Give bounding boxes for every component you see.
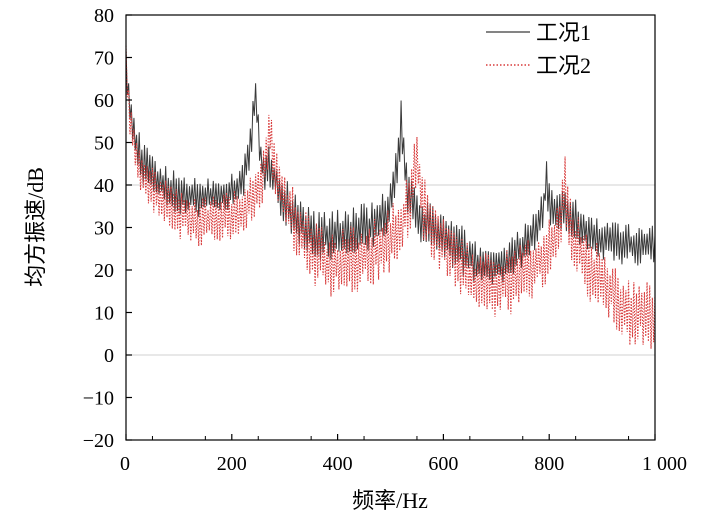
x-axis-title: 频率/Hz [352,488,428,513]
y-tick-label-7: 50 [94,133,114,155]
x-tick-label-3: 600 [428,453,458,475]
y-tick-label-0: −20 [83,430,114,452]
x-tick-label-1: 200 [217,453,247,475]
y-tick-label-3: 10 [94,303,114,325]
y-tick-label-1: −10 [83,388,114,410]
y-tick-label-10: 80 [94,5,114,27]
x-tick-label-0: 0 [120,453,130,475]
y-axis-title: 均方振速/dB [23,167,48,287]
legend-label-series-2: 工况2 [536,53,591,78]
legend: 工况1 工况2 [486,20,591,78]
x-tick-label-4: 800 [534,453,564,475]
x-axis: 0 200 400 600 800 1 000 [120,434,687,475]
series-line-2 [125,45,656,349]
legend-label-series-1: 工况1 [536,20,591,45]
y-tick-label-8: 60 [94,90,114,112]
x-tick-label-5: 1 000 [642,453,687,475]
y-tick-label-6: 40 [94,175,114,197]
y-tick-label-5: 30 [94,218,114,240]
series-layer [125,45,656,349]
y-tick-label-2: 0 [104,345,114,367]
y-tick-label-9: 70 [94,48,114,70]
y-axis: −20 −10 0 10 20 30 40 50 60 70 80 [83,5,132,452]
x-tick-label-2: 400 [323,453,353,475]
legend-background [462,16,652,82]
y-tick-label-4: 20 [94,260,114,282]
series-line-1 [125,50,656,285]
